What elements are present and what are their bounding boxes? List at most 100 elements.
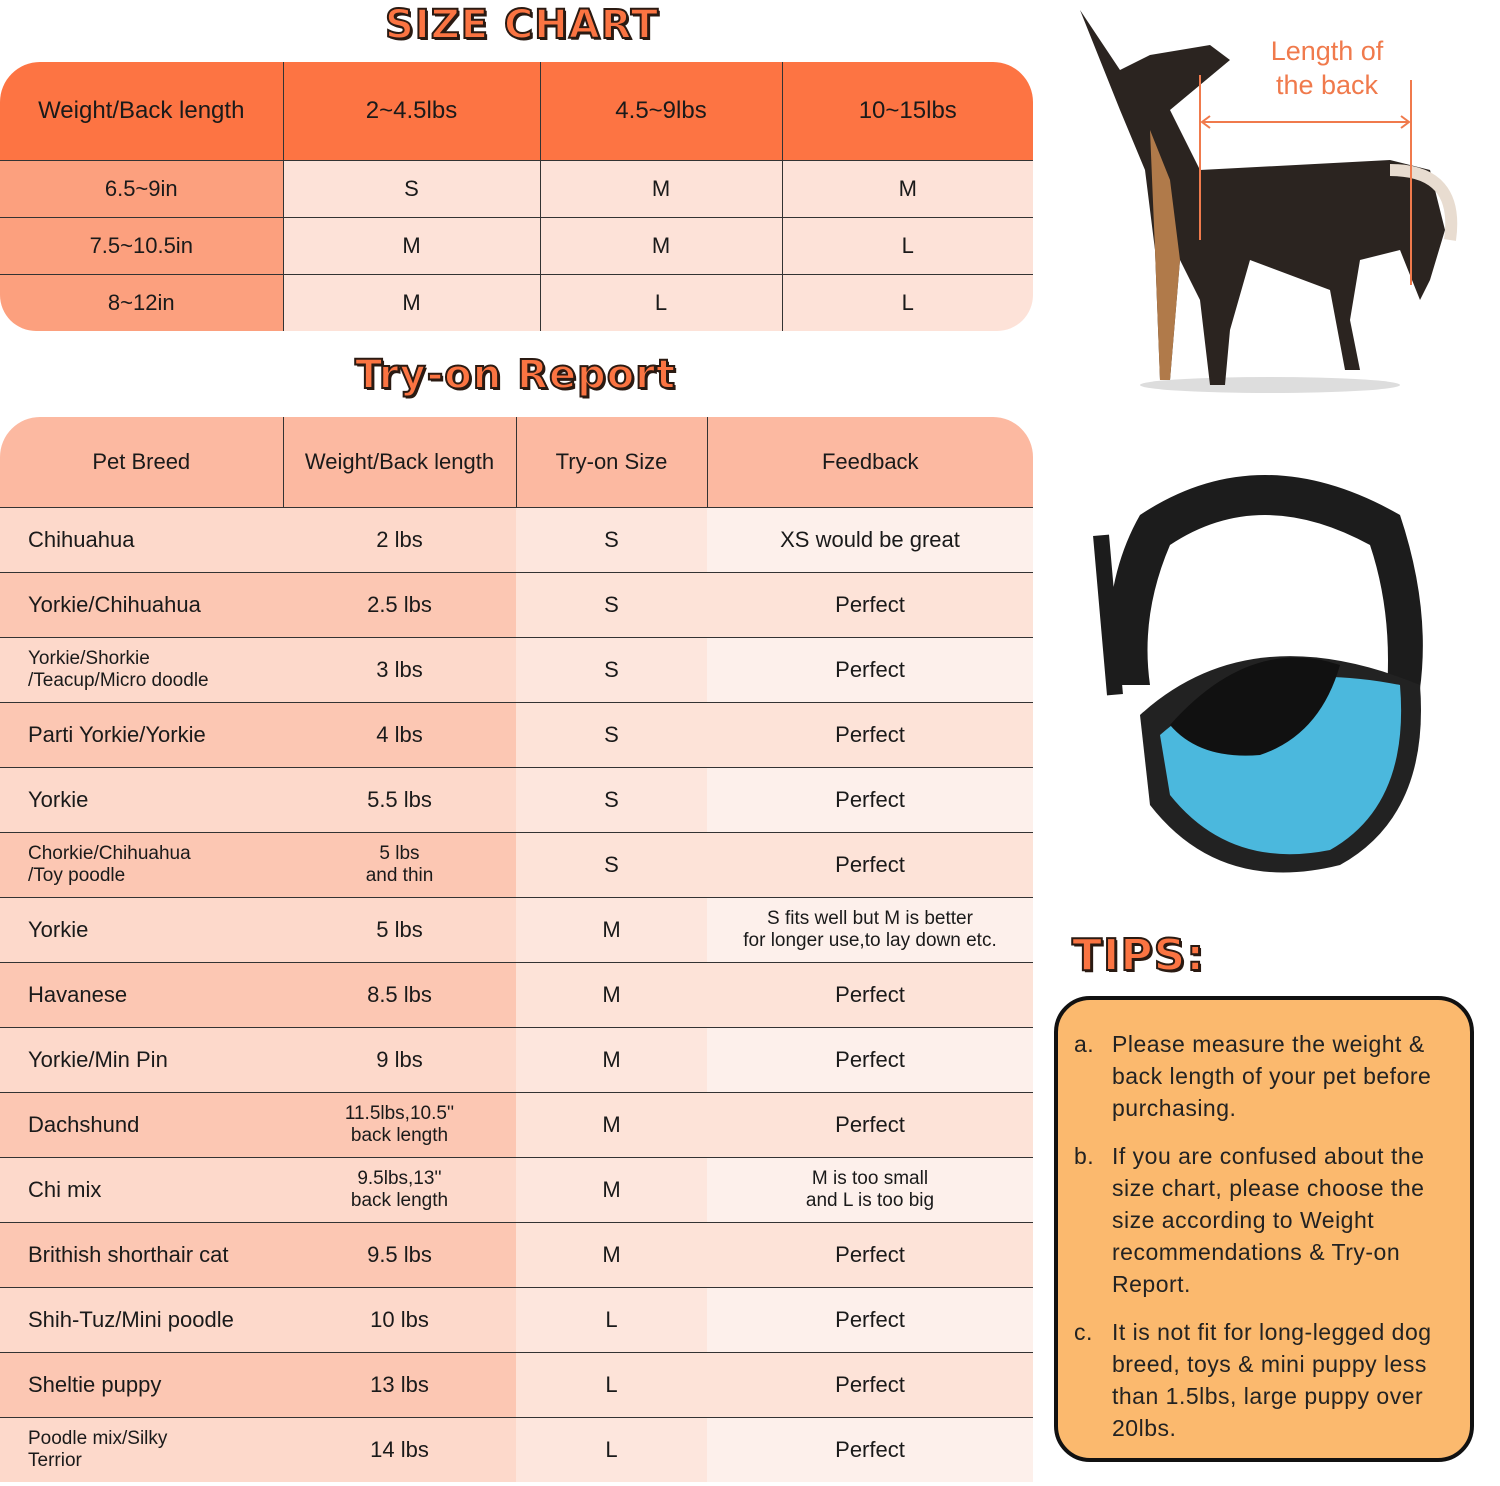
breed-cell: Chihuahua [0,507,283,573]
back-length-cell: 8~12in [0,274,283,331]
breed-cell: Havanese [0,962,283,1028]
back-length-cell: 7.5~10.5in [0,217,283,275]
weight-cell: 5 lbs [283,897,516,963]
try-on-header: Try-on Size [515,417,707,508]
size-chart-table: Weight/Back length 2~4.5lbs 4.5~9lbs 10~15l… [0,62,1033,331]
breed-cell: Dachshund [0,1092,283,1158]
feedback-cell: Perfect [707,1352,1033,1418]
size-chart-row: 7.5~10.5in M M L [0,217,1033,275]
tip-text: Please measure the weight & back length … [1112,1031,1432,1121]
weight-cell: 3 lbs [283,637,516,703]
feedback-cell: Perfect [707,1417,1033,1482]
breed-cell: Chi mix [0,1157,283,1223]
table-row: Brithish shorthair cat 9.5 lbs M Perfect [0,1222,1033,1288]
size-cell: L [781,217,1033,275]
size-chart-header: Weight/Back length [0,62,283,161]
tip-text: It is not fit for long-legged dog breed,… [1112,1319,1432,1441]
size-cell: S [516,507,707,573]
table-row: Chi mix 9.5lbs,13'' back length M M is too … [0,1157,1033,1223]
weight-cell: 9.5 lbs [283,1222,516,1288]
size-cell: S [282,160,540,218]
weight-cell: 5 lbs and thin [283,832,516,898]
size-cell: M [516,1157,707,1223]
weight-cell: 2 lbs [283,507,516,573]
size-cell: M [282,217,540,275]
size-cell: S [516,767,707,833]
size-cell: S [516,832,707,898]
table-row: Poodle mix/Silky Terrior 14 lbs L Perfect [0,1417,1033,1482]
feedback-cell: Perfect [707,962,1033,1028]
feedback-cell: Perfect [707,767,1033,833]
weight-cell: 9 lbs [283,1027,516,1093]
tip-label: b. [1074,1143,1095,1169]
table-row: Chihuahua 2 lbs S XS would be great [0,507,1033,573]
chihuahua-photo [1080,10,1458,393]
try-on-report-table: Pet Breed Weight/Back length Try-on Size Fe… [0,417,1033,1482]
feedback-cell: M is too small and L is too big [707,1157,1033,1223]
feedback-cell: Perfect [707,637,1033,703]
feedback-cell: Perfect [707,1027,1033,1093]
size-cell: S [516,637,707,703]
table-row: Dachshund 11.5lbs,10.5'' back length M Perf… [0,1092,1033,1158]
tip-label: a. [1074,1031,1095,1057]
weight-cell: 11.5lbs,10.5'' back length [283,1092,516,1158]
size-cell: M [516,1027,707,1093]
table-row: Shih-Tuz/Mini poodle 10 lbs L Perfect [0,1287,1033,1353]
table-row: Yorkie/Shorkie /Teacup/Micro doodle 3 lbs… [0,637,1033,703]
breed-cell: Sheltie puppy [0,1352,283,1418]
breed-cell: Yorkie [0,767,283,833]
feedback-cell: Perfect [707,1287,1033,1353]
tip-item: c. It is not fit for long-legged dog bree… [1074,1316,1456,1444]
weight-cell: 10 lbs [283,1287,516,1353]
size-cell: L [539,274,782,331]
size-cell: L [516,1417,707,1482]
size-chart-header: 2~4.5lbs [282,62,540,161]
tip-item: a. Please measure the weight & back lengt… [1074,1028,1456,1124]
size-cell: L [516,1352,707,1418]
weight-cell: 14 lbs [283,1417,516,1482]
breed-cell: Yorkie/Shorkie /Teacup/Micro doodle [0,637,283,703]
size-cell: M [781,160,1033,218]
size-cell: M [516,897,707,963]
weight-cell: 2.5 lbs [283,572,516,638]
try-on-header: Pet Breed [0,417,283,508]
try-on-header: Feedback [706,417,1033,508]
size-cell: M [516,1222,707,1288]
breed-cell: Parti Yorkie/Yorkie [0,702,283,768]
breed-cell: Chorkie/Chihuahua /Toy poodle [0,832,283,898]
pet-sling-bag-photo [1093,475,1423,873]
table-row: Sheltie puppy 13 lbs L Perfect [0,1352,1033,1418]
weight-cell: 4 lbs [283,702,516,768]
feedback-cell: S fits well but M is better for longer u… [707,897,1033,963]
size-chart-header: 10~15lbs [781,62,1033,161]
tip-item: b. If you are confused about the size cha… [1074,1140,1456,1300]
weight-cell: 8.5 lbs [283,962,516,1028]
size-cell: M [516,1092,707,1158]
try-on-report-title: Try-on Report [354,351,677,399]
table-row: Havanese 8.5 lbs M Perfect [0,962,1033,1028]
table-row: Yorkie 5 lbs M S fits well but M is better … [0,897,1033,963]
back-length-cell: 6.5~9in [0,160,283,218]
tips-title: TIPS: [1071,929,1205,982]
size-cell: M [539,217,782,275]
size-chart-row: 8~12in M L L [0,274,1033,331]
weight-cell: 9.5lbs,13'' back length [283,1157,516,1223]
table-row: Yorkie/Min Pin 9 lbs M Perfect [0,1027,1033,1093]
size-cell: S [516,572,707,638]
weight-cell: 5.5 lbs [283,767,516,833]
size-chart-title: SIZE CHART [384,1,660,49]
feedback-cell: Perfect [707,1222,1033,1288]
size-chart-row: 6.5~9in S M M [0,160,1033,218]
breed-cell: Shih-Tuz/Mini poodle [0,1287,283,1353]
size-cell: M [282,274,540,331]
size-cell: L [781,274,1033,331]
table-row: Yorkie 5.5 lbs S Perfect [0,767,1033,833]
feedback-cell: Perfect [707,1092,1033,1158]
feedback-cell: Perfect [707,572,1033,638]
back-length-label: Length of the back [1270,36,1384,100]
size-chart-header: 4.5~9lbs [539,62,782,161]
breed-cell: Brithish shorthair cat [0,1222,283,1288]
feedback-cell: Perfect [707,832,1033,898]
tip-text: If you are confused about the size chart… [1112,1143,1425,1297]
size-cell: M [516,962,707,1028]
